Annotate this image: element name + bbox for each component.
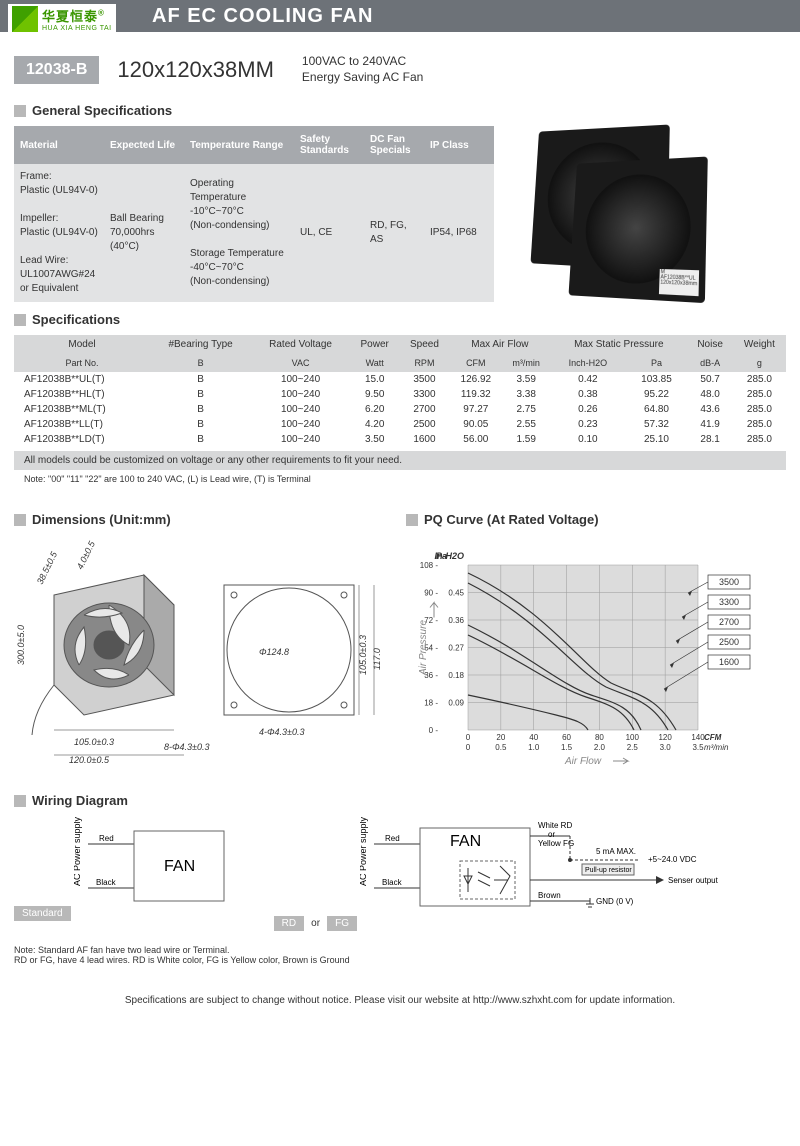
svg-text:Air Pressure: Air Pressure <box>418 620 429 676</box>
pq-chart: 0 -18 -36 -54 -72 -90 -108 -0.090.180.27… <box>406 535 786 775</box>
dimensions-text: 120x120x38MM <box>117 57 274 83</box>
svg-text:Black: Black <box>96 878 117 887</box>
spec-footnote: Note: "00" "11" "22" are 100 to 240 VAC,… <box>14 470 786 488</box>
svg-text:4-Φ4.3±0.3: 4-Φ4.3±0.3 <box>259 727 305 737</box>
section-specs: Specifications <box>14 312 786 327</box>
svg-text:120.0±0.5: 120.0±0.5 <box>69 755 110 765</box>
logo-en: HUA XIA HENG TAI <box>42 25 112 32</box>
svg-text:Red: Red <box>99 834 114 843</box>
section-square-icon <box>14 105 26 117</box>
svg-text:100: 100 <box>626 733 640 742</box>
svg-text:Φ124.8: Φ124.8 <box>259 647 289 657</box>
general-spec-table: MaterialExpected LifeTemperature RangeSa… <box>14 126 494 302</box>
svg-text:3500: 3500 <box>719 577 739 587</box>
svg-text:3.0: 3.0 <box>660 743 672 752</box>
svg-text:3300: 3300 <box>719 597 739 607</box>
svg-text:or: or <box>548 830 555 839</box>
svg-text:FAN: FAN <box>164 858 195 875</box>
svg-text:0.09: 0.09 <box>448 699 464 708</box>
model-badge: 12038-B <box>14 56 99 84</box>
svg-text:108 -: 108 - <box>420 561 439 570</box>
section-square-icon <box>406 514 418 526</box>
svg-text:1.5: 1.5 <box>561 743 573 752</box>
svg-text:GND (0 V): GND (0 V) <box>596 897 634 906</box>
svg-text:105.0±0.3: 105.0±0.3 <box>74 737 114 747</box>
svg-text:4.0±0.5: 4.0±0.5 <box>75 539 98 571</box>
svg-text:Pull-up resistor: Pull-up resistor <box>585 867 632 874</box>
custom-note: All models could be customized on voltag… <box>14 451 786 470</box>
svg-text:90 -: 90 - <box>424 589 438 598</box>
svg-text:0 -: 0 - <box>429 726 439 735</box>
svg-text:300.0±5.0: 300.0±5.0 <box>16 625 26 665</box>
section-general: General Specifications <box>14 103 786 118</box>
svg-text:0.36: 0.36 <box>448 616 464 625</box>
header-title: AF EC COOLING FAN <box>152 5 373 28</box>
svg-text:0.27: 0.27 <box>448 644 464 653</box>
svg-text:AC Power supply: AC Power supply <box>360 817 368 887</box>
svg-text:0.45: 0.45 <box>448 589 464 598</box>
svg-text:CFM: CFM <box>704 733 722 742</box>
svg-text:Yellow FG: Yellow FG <box>538 839 574 848</box>
model-row: 12038-B 120x120x38MM 100VAC to 240VAC En… <box>14 54 786 85</box>
dimension-drawing: 38.5±0.5 4.0±0.5 300.0±5.0 105.0±0.3 120… <box>14 535 386 775</box>
section-wiring: Wiring Diagram <box>14 793 786 808</box>
svg-text:8-Φ4.3±0.3: 8-Φ4.3±0.3 <box>164 742 210 752</box>
svg-text:Senser output: Senser output <box>668 876 719 885</box>
svg-text:Brown: Brown <box>538 891 561 900</box>
svg-text:0.5: 0.5 <box>495 743 507 752</box>
logo: 华夏恒泰® HUA XIA HENG TAI <box>8 4 116 34</box>
svg-text:5 mA MAX.: 5 mA MAX. <box>596 847 636 856</box>
svg-text:120: 120 <box>658 733 672 742</box>
section-square-icon <box>14 314 26 326</box>
svg-text:White RD: White RD <box>538 821 572 830</box>
svg-text:AC Power supply: AC Power supply <box>74 817 82 887</box>
section-dims: Dimensions (Unit:mm) <box>14 512 386 527</box>
wiring-note: Note: Standard AF fan have two lead wire… <box>14 945 786 965</box>
svg-text:1.0: 1.0 <box>528 743 540 752</box>
svg-text:38.5±0.5: 38.5±0.5 <box>35 549 60 586</box>
svg-text:Black: Black <box>382 878 403 887</box>
svg-text:Air Flow: Air Flow <box>564 756 602 767</box>
svg-text:117.0: 117.0 <box>372 648 382 670</box>
svg-text:FAN: FAN <box>450 833 481 850</box>
section-square-icon <box>14 514 26 526</box>
svg-text:80: 80 <box>595 733 604 742</box>
svg-text:60: 60 <box>562 733 571 742</box>
svg-text:18 -: 18 - <box>424 699 438 708</box>
section-pq: PQ Curve (At Rated Voltage) <box>406 512 786 527</box>
svg-text:m³/min: m³/min <box>704 743 729 752</box>
svg-text:0: 0 <box>466 743 471 752</box>
svg-text:2.5: 2.5 <box>627 743 639 752</box>
product-photo: MAF12038B**UL120x120x38mm <box>508 126 708 296</box>
header: AF EC COOLING FAN <box>0 0 800 32</box>
logo-cn: 华夏恒泰 <box>42 9 98 24</box>
section-square-icon <box>14 795 26 807</box>
svg-text:0: 0 <box>466 733 471 742</box>
svg-text:20: 20 <box>496 733 505 742</box>
svg-text:In-H2O: In-H2O <box>434 551 464 561</box>
spec-table: Model#Bearing TypeRated VoltagePowerSpee… <box>14 335 786 447</box>
svg-text:1600: 1600 <box>719 657 739 667</box>
voltage-text: 100VAC to 240VAC Energy Saving AC Fan <box>302 54 423 85</box>
bottom-note: Specifications are subject to change wit… <box>14 995 786 1006</box>
svg-text:105.0±0.3: 105.0±0.3 <box>358 635 368 675</box>
logo-icon <box>12 6 38 32</box>
svg-text:2500: 2500 <box>719 637 739 647</box>
svg-text:2700: 2700 <box>719 617 739 627</box>
svg-text:Red: Red <box>385 834 400 843</box>
svg-text:0.18: 0.18 <box>448 671 464 680</box>
svg-text:2.0: 2.0 <box>594 743 606 752</box>
svg-text:40: 40 <box>529 733 538 742</box>
wiring-diagram: Standard AC Power supply Red Black FAN R… <box>14 816 786 935</box>
svg-text:+5~24.0 VDC: +5~24.0 VDC <box>648 855 697 864</box>
svg-text:3.5: 3.5 <box>692 743 704 752</box>
